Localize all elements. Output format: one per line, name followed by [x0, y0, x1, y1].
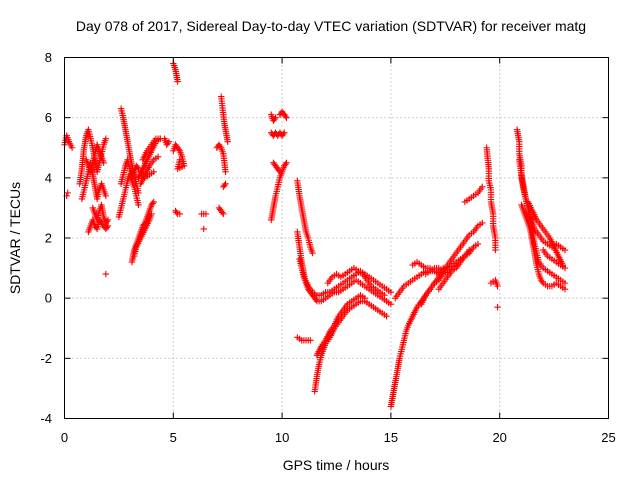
data-point: [102, 270, 110, 278]
data-point: [219, 209, 226, 216]
y-axis-label: SDTVAR / TECUs: [7, 182, 23, 294]
data-point: [102, 192, 110, 200]
data-point: [276, 168, 284, 176]
data-point: [381, 291, 388, 299]
data-point: [150, 168, 157, 176]
data-point: [103, 218, 111, 225]
data-point: [492, 246, 499, 254]
data-point: [220, 210, 227, 218]
y-tick-label: 2: [45, 231, 52, 246]
data-point: [222, 168, 229, 176]
grid: [64, 57, 609, 419]
data-point: [224, 138, 231, 145]
data-point: [102, 135, 110, 142]
data-point: [307, 337, 314, 344]
data-point: [200, 225, 207, 233]
data-point: [309, 249, 316, 257]
data-point: [538, 278, 546, 285]
data-point: [154, 153, 162, 160]
y-tick-label: -4: [40, 411, 52, 426]
data-point: [561, 264, 569, 272]
data-point: [283, 159, 290, 166]
data-point: [361, 294, 368, 302]
y-tick-labels: -4 -2 0 2 4 6 8: [40, 50, 52, 426]
data-point: [165, 138, 173, 145]
data-point: [68, 144, 76, 151]
data-point: [561, 246, 569, 254]
data-point: [494, 282, 501, 290]
data-point: [383, 313, 390, 320]
y-tick-label: 4: [45, 170, 52, 185]
y-tick-label: 6: [45, 110, 52, 125]
data-point: [282, 161, 289, 168]
data-point: [272, 114, 279, 121]
data-point: [202, 210, 210, 218]
data-point: [221, 182, 228, 189]
data-point: [479, 219, 486, 227]
data-point: [216, 143, 224, 150]
data-point: [271, 115, 278, 123]
data-point: [279, 131, 287, 138]
chart-title: Day 078 of 2017, Sidereal Day-to-day VTE…: [76, 18, 586, 34]
data-point: [222, 180, 229, 188]
x-tick-label: 10: [275, 430, 289, 445]
data-point: [135, 201, 142, 209]
data-point: [387, 288, 395, 296]
data-point: [466, 246, 473, 254]
x-tick-label: 0: [61, 430, 68, 445]
data-point: [494, 303, 501, 311]
data-point: [175, 146, 182, 153]
data-point: [164, 140, 172, 147]
data-point: [173, 209, 180, 216]
data-point: [561, 285, 569, 293]
data-point: [561, 279, 569, 287]
data-point: [148, 210, 155, 218]
data-point: [281, 129, 288, 136]
data-point: [64, 189, 71, 197]
data-point: [149, 200, 156, 207]
data-point: [104, 216, 112, 224]
data-point: [283, 114, 290, 121]
data-point: [150, 198, 157, 206]
y-tick-label: -2: [40, 351, 52, 366]
x-tick-label: 20: [492, 430, 506, 445]
data-point: [104, 222, 112, 230]
data-point: [134, 164, 141, 171]
data-point: [282, 112, 289, 120]
data-point: [312, 296, 320, 303]
data-point: [474, 240, 482, 248]
x-axis-label: GPS time / hours: [283, 457, 390, 473]
y-tick-label: 0: [45, 291, 52, 306]
axis-ticks: [64, 57, 609, 419]
data-points: [61, 60, 569, 410]
y-tick-label: 8: [45, 50, 52, 65]
x-tick-label: 25: [601, 430, 615, 445]
data-point: [100, 159, 107, 166]
data-point: [387, 300, 395, 308]
data-point: [176, 210, 184, 218]
data-point: [275, 167, 283, 174]
data-point: [435, 270, 442, 278]
data-point: [174, 78, 181, 85]
data-point: [103, 224, 111, 231]
x-tick-label: 5: [170, 430, 177, 445]
x-tick-label: 15: [384, 430, 398, 445]
data-point: [479, 183, 486, 191]
x-tick-labels: 0 5 10 15 20 25: [61, 430, 616, 445]
data-point: [176, 156, 184, 163]
